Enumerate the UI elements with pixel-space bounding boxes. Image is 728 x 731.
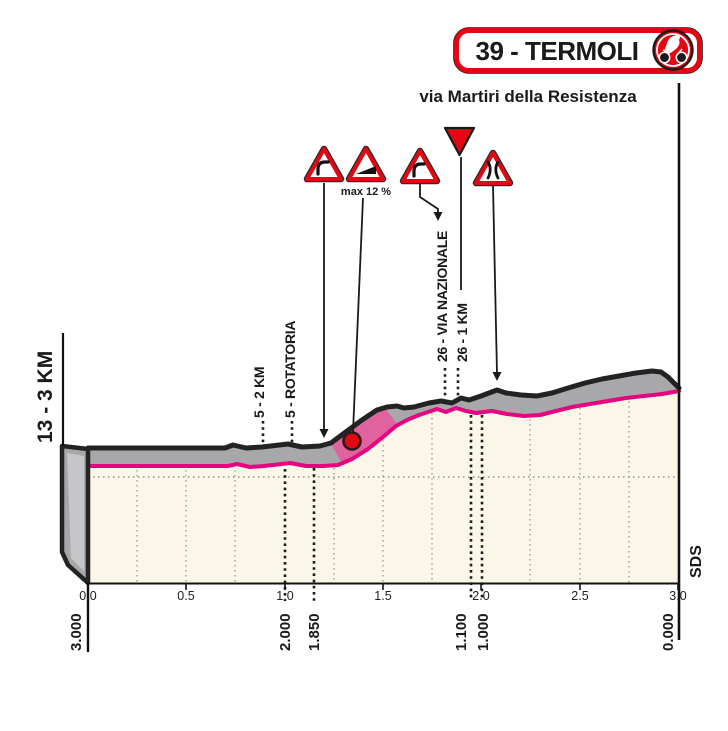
x-tick-label: 2.5 (571, 589, 588, 603)
distance-label: 2.000 (277, 613, 294, 651)
x-axis: 0.0 0.5 1.0 1.5 2.0 2.5 3.0 (79, 582, 687, 652)
distance-label: 0.000 (660, 613, 677, 651)
connector-arrows (319, 157, 502, 438)
distance-label: 1.000 (475, 613, 492, 651)
finish-name: 39 - TERMOLI (475, 36, 638, 66)
elevation-area (88, 391, 679, 583)
gradient-caption: max 12 % (341, 186, 391, 198)
x-tick-label: 1.5 (374, 589, 391, 603)
distance-label: 1.850 (306, 613, 323, 651)
curve-right-sign-icon (303, 145, 345, 183)
curve-right-sign-icon (399, 147, 441, 185)
distance-label: 1.100 (453, 613, 470, 651)
steep-point-marker (342, 431, 362, 451)
street-name: via Martiri della Resistenza (419, 87, 637, 106)
steep-section-highlight (331, 408, 398, 465)
x-tick-label: 0.5 (177, 589, 194, 603)
distance-marker-lines (261, 368, 484, 601)
x-tick-label: 0.0 (79, 589, 96, 603)
cyclist-icon (652, 29, 694, 71)
waypoint-label: 5 - 2 KM (251, 367, 267, 418)
flamme-rouge-icon (443, 126, 476, 157)
waypoint-label: 26 - 1 KM (454, 303, 470, 362)
x-tick-label: 1.0 (276, 589, 293, 603)
waypoint-label: 5 - ROTATORIA (282, 321, 298, 418)
gridlines-vertical (136, 401, 630, 583)
steep-gradient-sign-icon: max 12 % (341, 145, 391, 198)
signature: SDS (688, 545, 705, 578)
waypoint-label: 26 - VIA NAZIONALE (434, 231, 450, 362)
road-narrows-sign-icon (472, 149, 514, 187)
left-end-cap-face (67, 453, 84, 571)
elevation-line (86, 389, 681, 469)
finish-header: 39 - TERMOLI via Martiri della Resistenz… (419, 27, 703, 106)
plot-area (59, 368, 682, 586)
distance-to-go-labels: 3.000 2.000 1.850 1.100 1.000 0.000 (68, 613, 677, 651)
segment-indicator: 13 - 3 KM (34, 333, 65, 446)
distance-label: 3.000 (68, 613, 85, 651)
road-signs: max 12 % (303, 126, 514, 198)
road-top-line (85, 368, 682, 451)
waypoint-labels: 5 - 2 KM 5 - ROTATORIA 26 - VIA NAZIONAL… (251, 231, 470, 418)
segment-label: 13 - 3 KM (34, 351, 57, 443)
x-tick-label: 2.0 (472, 589, 489, 603)
